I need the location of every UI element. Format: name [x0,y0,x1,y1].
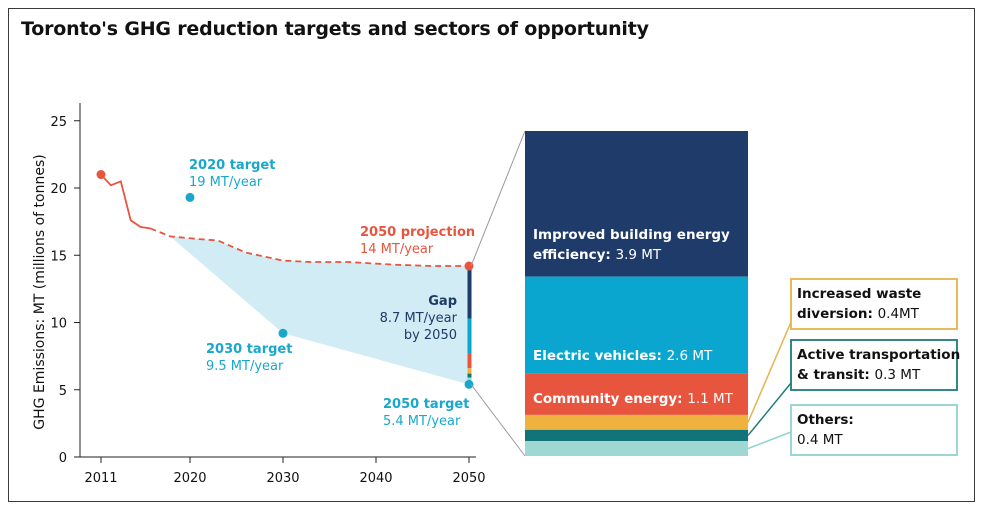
callout-others-line2: 0.4 MT [797,432,843,448]
y-tick-label: 25 [50,115,67,130]
bar-label-buildings-line1: Improved building energy [533,227,730,243]
target-2020-value: 19 MT/year [189,175,263,190]
connector-bottom [470,384,526,457]
callout-others-box [790,404,958,456]
x-tick-label: 2020 [173,471,206,486]
projection-2050-title: 2050 projection [360,225,475,240]
y-tick-label: 15 [50,249,67,264]
gap-strip-segment [467,318,472,354]
gap-value: 8.7 MT/year [380,311,458,326]
projection-line [150,227,469,267]
x-tick-label: 2011 [84,471,117,486]
target-2030-value: 9.5 MT/year [206,359,284,374]
bar-label-ev: Electric vehicles: 2.6 MT [533,348,713,364]
data-point [278,328,288,338]
gap-bar-segment [525,429,748,442]
target-2030-title: 2030 target [206,342,292,357]
connector-top [470,130,526,267]
callout-waste-line2: diversion: 0.4MT [797,306,920,322]
data-point [185,192,195,202]
callout-transit-box [790,339,958,391]
gap-bar-segment [525,441,748,456]
callout-connector [747,382,792,436]
callout-waste-box [790,278,958,330]
callout-others-line1: Others: [797,412,854,428]
gap-strip-segment [467,368,472,374]
x-tick-label: 2030 [266,471,299,486]
y-axis-label: GHG Emissions: MT (millions of tonnes) [32,154,48,429]
gap-bar-segment [525,276,748,374]
projection-2050-value: 14 MT/year [360,242,434,257]
chart-title: Toronto's GHG reduction targets and sect… [21,18,649,40]
gap-bar-segment [525,131,748,277]
callout-connector [747,431,792,450]
target-2050-title: 2050 target [383,397,469,412]
gap-strip-segment [467,266,472,319]
gap-strip-segment [467,353,472,369]
callout-waste-line1: Increased waste [797,286,921,302]
x-tick-label: 2050 [452,471,485,486]
gap-bar-segment [525,373,748,415]
y-tick-label: 10 [50,317,67,332]
data-point [464,261,474,271]
target-2020-title: 2020 target [189,158,275,173]
gap-extra: by 2050 [404,328,457,343]
bar-label-community: Community energy: 1.1 MT [533,391,734,407]
target-2050-value: 5.4 MT/year [383,414,461,429]
callout-transit-line2: & transit: 0.3 MT [797,367,921,383]
callout-transit-line1: Active transportation [797,347,960,363]
y-tick-label: 5 [59,384,67,399]
gap-area [170,236,469,385]
y-tick-label: 20 [50,182,67,197]
callout-connector [747,321,792,423]
historical-line [100,173,151,230]
data-point [96,170,106,180]
bar-label-buildings-line2: efficiency: 3.9 MT [533,247,662,263]
gap-bar-segment [525,414,748,430]
gap-title: Gap [428,294,457,309]
y-tick-label: 0 [59,451,67,466]
x-tick-label: 2040 [359,471,392,486]
gap-strip-segment [467,373,472,378]
data-point [464,379,474,389]
